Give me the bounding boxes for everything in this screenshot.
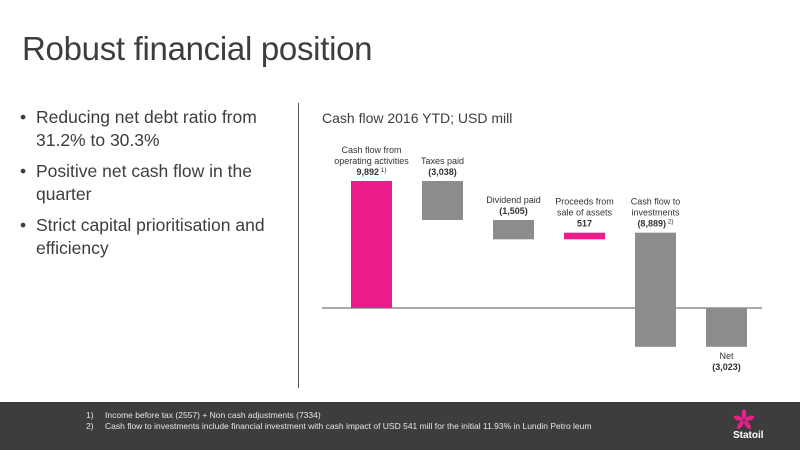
bar-category-label: operating activities (334, 156, 409, 166)
bullet-item: • Positive net cash flow in the quarter (20, 160, 282, 205)
chart-title: Cash flow 2016 YTD; USD mill (322, 110, 513, 126)
bar-category-label: Net (719, 351, 734, 361)
footnote-number: 1) (86, 410, 94, 420)
bar-value-label: (3,038) (428, 167, 457, 177)
bar-category-label: sale of assets (557, 208, 613, 218)
waterfall-bar (351, 181, 392, 308)
bar-category-label: Cash flow from (341, 145, 401, 155)
bullet-text: Strict capital prioritisation and effici… (36, 215, 265, 258)
waterfall-bar (706, 308, 747, 347)
bar-value-label: 9,892 1) (356, 167, 386, 177)
bullet-item: • Reducing net debt ratio from 31.2% to 3… (20, 106, 282, 151)
footnote-marker: 2) (666, 219, 674, 226)
bar-category-label: Proceeds from (555, 197, 614, 207)
bar-category-label: Taxes paid (421, 156, 464, 166)
bar-category-label: investments (631, 208, 680, 218)
bullet-text: Reducing net debt ratio from 31.2% to 30… (36, 107, 257, 150)
footnote-number: 2) (86, 421, 94, 431)
waterfall-bar (493, 220, 534, 240)
waterfall-bar (635, 232, 676, 347)
footnote-marker: 1) (379, 167, 387, 174)
bar-category-label: Dividend paid (486, 195, 541, 205)
bar-category-label: Cash flow to (631, 197, 681, 207)
waterfall-bar (564, 232, 605, 240)
slide-title: Robust financial position (22, 30, 373, 67)
bar-value-label: (3,023) (712, 362, 741, 372)
bullet-item: • Strict capital prioritisation and effic… (20, 214, 282, 259)
bullet-dot: • (20, 107, 27, 127)
footnote-text: Income before tax (2557) + Non cash adju… (105, 410, 321, 420)
bullet-list: • Reducing net debt ratio from 31.2% to 3… (20, 106, 282, 268)
statoil-starfish-icon (733, 409, 755, 430)
vertical-divider (298, 103, 299, 388)
waterfall-bar (422, 181, 463, 221)
logo-wordmark: Statoil (733, 430, 764, 441)
footnote-text: Cash flow to investments include financi… (105, 421, 592, 431)
bar-value-label: (8,889) 2) (637, 219, 673, 229)
bullet-text: Positive net cash flow in the quarter (36, 161, 252, 204)
bar-value-label: (1,505) (499, 206, 528, 216)
bullet-dot: • (20, 215, 27, 235)
bullet-dot: • (20, 161, 27, 181)
bar-value-label: 517 (577, 219, 592, 229)
footer-bar: 1) Income before tax (2557) + Non cash a… (0, 402, 800, 450)
